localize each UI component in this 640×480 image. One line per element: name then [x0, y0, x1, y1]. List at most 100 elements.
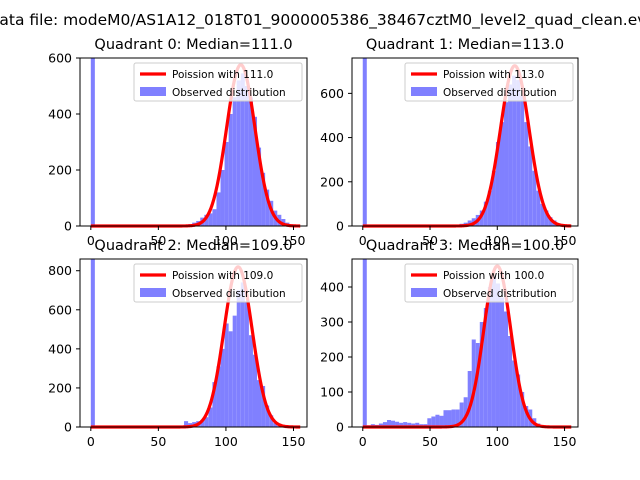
histogram-bar [431, 416, 436, 427]
legend-label: Observed distribution [172, 87, 286, 99]
histogram-bar [395, 421, 400, 427]
legend-box [133, 263, 303, 303]
legend-label: Observed distribution [443, 288, 557, 300]
histogram-bar [463, 397, 468, 427]
histogram-bar [216, 366, 221, 427]
legend: Poission with 100.0 Observed distribution [404, 263, 574, 303]
legend-label: Observed distribution [443, 87, 557, 99]
legend-label: Poission with 109.0 [172, 270, 273, 282]
histogram-bar [491, 276, 496, 427]
histogram-bar [471, 339, 476, 427]
histogram-bar [224, 142, 229, 226]
histogram-bar [487, 190, 492, 226]
legend-box [404, 62, 574, 102]
y-tick-label: 400 [320, 280, 344, 295]
histogram-bar [407, 422, 412, 427]
legend: Poission with 113.0 Observed distribution [404, 62, 574, 102]
histogram-bar [90, 259, 95, 427]
histogram-bar [386, 420, 392, 427]
histogram-bar [257, 147, 262, 226]
legend-box [404, 263, 574, 303]
x-tick-label: 150 [553, 233, 577, 248]
x-tick-label: 100 [214, 434, 238, 449]
histogram-bar [269, 415, 274, 427]
histogram-bar [536, 190, 541, 226]
histogram-bar [520, 95, 525, 226]
histogram-bar [415, 422, 420, 427]
panel-title: Quadrant 0: Median=111.0 [94, 37, 292, 53]
y-tick-label: 200 [48, 163, 72, 178]
histogram-bar [362, 58, 367, 226]
histogram-bar [378, 423, 383, 427]
histogram-bar [451, 409, 456, 427]
histogram-bar [240, 73, 245, 227]
y-tick-label: 600 [320, 86, 344, 101]
histogram-bar [508, 336, 513, 427]
y-tick-label: 200 [320, 174, 344, 189]
histogram-bar [435, 414, 440, 427]
histogram-bar [244, 301, 249, 427]
histogram-bar [483, 201, 488, 226]
histogram-bar [475, 343, 480, 427]
histogram-bar [459, 402, 464, 427]
histogram-bar [548, 217, 553, 226]
histogram-bar [252, 354, 258, 427]
histogram-bar [499, 122, 505, 226]
histogram-bar [204, 214, 209, 226]
histogram-bar [524, 122, 529, 226]
histogram-bar [516, 80, 521, 227]
legend-label: Poission with 111.0 [172, 69, 273, 81]
y-tick-label: 400 [320, 130, 344, 145]
histogram-bar [391, 420, 396, 427]
panel-title: Quadrant 1: Median=113.0 [366, 37, 564, 53]
x-tick-label: 0 [87, 233, 95, 248]
histogram-bar [540, 203, 545, 226]
histogram-bar [228, 331, 233, 427]
histogram-bar [479, 210, 484, 226]
histogram-bar [220, 348, 225, 427]
histogram-bar [512, 75, 517, 227]
axes-frame [351, 258, 579, 428]
histogram-bar [261, 172, 266, 226]
axes-frame [79, 57, 308, 227]
histogram-bar [228, 114, 233, 226]
histogram-bar [248, 335, 253, 427]
histogram-bar [200, 420, 205, 427]
histogram-bar [411, 423, 416, 427]
histogram-bar [220, 170, 225, 226]
y-tick-label: 0 [64, 219, 72, 234]
histogram-bar [443, 410, 448, 427]
y-tick-label: 200 [320, 350, 344, 365]
histogram-bar [467, 371, 472, 427]
y-tick-label: 0 [64, 420, 72, 435]
x-tick-label: 0 [87, 434, 95, 449]
histogram-bar [483, 308, 488, 427]
histogram-bar [273, 423, 278, 427]
y-tick-label: 0 [336, 420, 344, 435]
histogram-bar [236, 80, 241, 227]
histogram-bar [504, 311, 509, 427]
histogram-bar [495, 283, 500, 427]
histogram-bar [399, 422, 404, 427]
x-tick-label: 0 [359, 233, 367, 248]
quadrant-panel-2: 0 50 100 150 0 200 400 600 800 Quadrant 2: Median… [48, 238, 308, 449]
x-tick-label: 50 [150, 434, 166, 449]
histogram-bar [90, 58, 95, 226]
histogram-bar [265, 189, 270, 226]
panel-title: Quadrant 2: Median=109.0 [94, 238, 292, 254]
legend-label: Observed distribution [172, 288, 286, 300]
y-tick-label: 300 [320, 315, 344, 330]
histogram-bar [528, 146, 533, 226]
x-tick-label: 100 [485, 233, 509, 248]
histogram-bars [90, 58, 298, 227]
histogram-bar [208, 213, 213, 226]
y-tick-label: 600 [48, 302, 72, 317]
axes-frame [79, 258, 308, 428]
x-tick-label: 150 [282, 434, 306, 449]
histogram-bar [248, 97, 253, 226]
x-tick-label: 50 [150, 233, 166, 248]
histogram-bar [257, 380, 262, 427]
histogram-bar [212, 209, 217, 226]
histogram-bars [362, 259, 561, 427]
